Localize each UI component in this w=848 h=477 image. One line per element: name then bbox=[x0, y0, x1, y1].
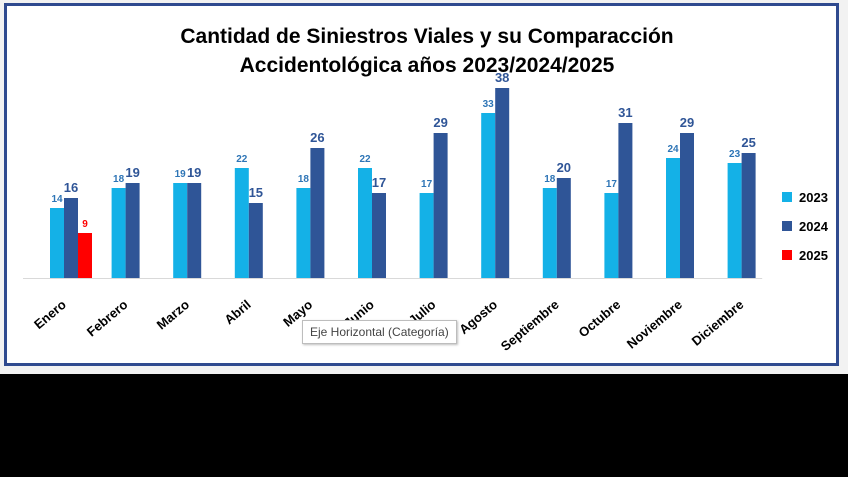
category-label-enero: Enero bbox=[31, 297, 69, 332]
category-label-marzo: Marzo bbox=[154, 297, 192, 333]
data-label-2023-agosto: 33 bbox=[483, 99, 495, 110]
bar-2023-octubre[interactable] bbox=[604, 193, 619, 278]
data-label-2023-septiembre: 18 bbox=[544, 174, 556, 185]
bar-2024-enero[interactable] bbox=[64, 198, 78, 278]
data-label-2024-julio: 29 bbox=[433, 115, 447, 130]
data-label-2024-agosto: 38 bbox=[495, 70, 509, 85]
bar-2023-mayo[interactable] bbox=[296, 188, 311, 278]
chart-svg: Cantidad de Siniestros Viales y su Compa… bbox=[23, 25, 829, 354]
data-label-2023-enero: 14 bbox=[51, 194, 63, 205]
bar-2024-febrero[interactable] bbox=[125, 183, 140, 278]
data-label-2023-junio: 22 bbox=[359, 154, 371, 165]
data-label-2023-mayo: 18 bbox=[298, 174, 310, 185]
category-label-febrero: Febrero bbox=[84, 297, 131, 340]
data-label-2023-diciembre: 23 bbox=[729, 149, 741, 160]
data-label-2025-enero: 9 bbox=[82, 219, 88, 230]
data-label-2024-junio: 17 bbox=[372, 175, 386, 190]
data-label-2024-abril: 15 bbox=[249, 185, 263, 200]
category-label-septiembre: Septiembre bbox=[498, 297, 562, 354]
bar-2024-diciembre[interactable] bbox=[741, 153, 756, 278]
legend-label-2025: 2025 bbox=[799, 248, 828, 263]
bar-2023-abril[interactable] bbox=[234, 168, 249, 278]
data-label-2024-octubre: 31 bbox=[618, 105, 632, 120]
bar-2024-septiembre[interactable] bbox=[556, 178, 571, 278]
data-label-2024-noviembre: 29 bbox=[680, 115, 694, 130]
data-label-2023-febrero: 18 bbox=[113, 174, 125, 185]
bar-2024-marzo[interactable] bbox=[187, 183, 202, 278]
chart-area[interactable]: Cantidad de Siniestros Viales y su Compa… bbox=[4, 3, 839, 366]
data-label-2023-octubre: 17 bbox=[606, 179, 618, 190]
category-label-diciembre: Diciembre bbox=[689, 297, 747, 349]
data-label-2024-enero: 16 bbox=[64, 180, 78, 195]
chart-title-line-1: Cantidad de Siniestros Viales y su Compa… bbox=[180, 25, 673, 48]
bar-2025-enero[interactable] bbox=[78, 233, 92, 278]
bar-2023-marzo[interactable] bbox=[173, 183, 188, 278]
legend-swatch-2023 bbox=[782, 192, 792, 202]
data-label-2023-julio: 17 bbox=[421, 179, 433, 190]
legend-swatch-2025 bbox=[782, 250, 792, 260]
bar-2024-julio[interactable] bbox=[433, 133, 448, 278]
data-label-2023-abril: 22 bbox=[236, 154, 248, 165]
bar-2023-agosto[interactable] bbox=[481, 113, 496, 278]
bar-2023-septiembre[interactable] bbox=[542, 188, 557, 278]
data-label-2024-mayo: 26 bbox=[310, 130, 324, 145]
bar-2024-junio[interactable] bbox=[372, 193, 386, 278]
legend-label-2024: 2024 bbox=[799, 219, 829, 234]
bar-2023-enero[interactable] bbox=[50, 208, 64, 278]
axis-tooltip: Eje Horizontal (Categoría) bbox=[302, 320, 457, 344]
bar-2023-noviembre[interactable] bbox=[666, 158, 680, 278]
bar-2023-diciembre[interactable] bbox=[727, 163, 742, 278]
data-label-2023-noviembre: 24 bbox=[667, 144, 679, 155]
bar-2024-noviembre[interactable] bbox=[680, 133, 694, 278]
legend[interactable]: 2023 2024 2025 bbox=[782, 190, 829, 263]
data-label-2024-marzo: 19 bbox=[187, 165, 201, 180]
bar-2024-octubre[interactable] bbox=[618, 123, 633, 278]
bar-2023-julio[interactable] bbox=[419, 193, 434, 278]
category-label-abril: Abril bbox=[221, 297, 253, 328]
data-label-2024-febrero: 19 bbox=[125, 165, 139, 180]
legend-label-2023: 2023 bbox=[799, 190, 828, 205]
category-label-agosto: Agosto bbox=[456, 297, 500, 337]
legend-swatch-2024 bbox=[782, 221, 792, 231]
bar-2024-abril[interactable] bbox=[248, 203, 263, 278]
bar-2023-junio[interactable] bbox=[358, 168, 372, 278]
data-label-2023-marzo: 19 bbox=[175, 169, 187, 180]
data-label-2024-septiembre: 20 bbox=[557, 160, 571, 175]
bar-2023-febrero[interactable] bbox=[111, 188, 126, 278]
bar-2024-agosto[interactable] bbox=[495, 88, 510, 278]
chart-title-line-2: Accidentológica años 2023/2024/2025 bbox=[240, 54, 615, 77]
bar-2024-mayo[interactable] bbox=[310, 148, 325, 278]
category-label-noviembre: Noviembre bbox=[624, 297, 685, 352]
data-label-2024-diciembre: 25 bbox=[741, 135, 755, 150]
category-label-octubre: Octubre bbox=[576, 297, 624, 341]
